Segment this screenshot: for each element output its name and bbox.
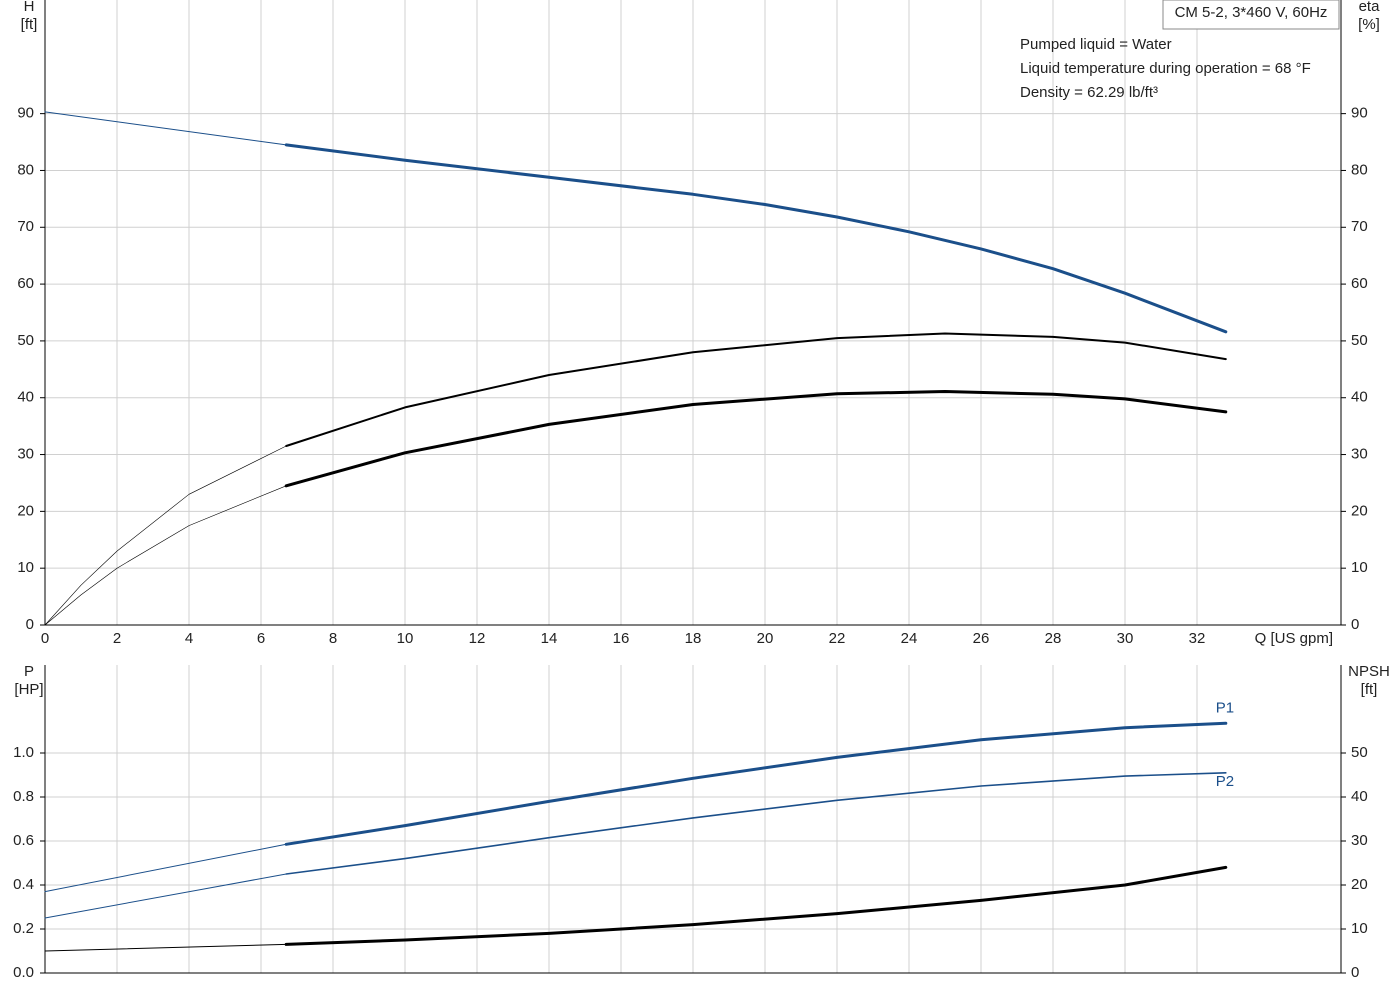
curve-label: P1	[1216, 699, 1234, 716]
y2-tick-label: 10	[1351, 559, 1368, 576]
y2-tick-label: 60	[1351, 275, 1368, 292]
y2-axis-label: [%]	[1358, 16, 1380, 33]
y-axis-label: H	[24, 0, 35, 15]
curve	[285, 772, 1227, 875]
y-tick-label: 10	[17, 559, 34, 576]
plot: 0.0 0.2 0.4 0.6 0.8 1.0 0 10 20 30 40 50 P[HP] NPSH[f…	[13, 663, 1390, 981]
x-tick-label: 28	[1045, 630, 1062, 647]
x-tick-label: 32	[1189, 630, 1206, 647]
x-tick-label: 18	[685, 630, 702, 647]
y2-tick-label: 0	[1351, 616, 1359, 633]
curve	[44, 445, 287, 626]
annotation: Pumped liquid = Water	[1020, 36, 1172, 53]
y2-tick-label: 50	[1351, 332, 1368, 349]
y-tick-label: 50	[17, 332, 34, 349]
y-tick-label: 40	[17, 389, 34, 406]
x-tick-label: 20	[757, 630, 774, 647]
y-tick-label: 70	[17, 218, 34, 235]
y-tick-label: 0.4	[13, 876, 34, 893]
y2-tick-label: 0	[1351, 964, 1359, 981]
curve	[284, 390, 1228, 488]
y-tick-label: 0.6	[13, 832, 34, 849]
x-tick-label: 4	[185, 630, 193, 647]
y2-tick-label: 90	[1351, 105, 1368, 122]
y-axis-label: P	[24, 663, 34, 680]
x-tick-label: 0	[41, 630, 49, 647]
x-tick-label: 22	[829, 630, 846, 647]
curve	[44, 111, 287, 146]
curve	[44, 485, 287, 626]
annotation: Liquid temperature during operation = 68…	[1020, 60, 1311, 77]
y2-tick-label: 50	[1351, 744, 1368, 761]
legend-box	[1162, 0, 1340, 30]
curve	[284, 865, 1228, 946]
x-axis-label: Q [US gpm]	[1255, 630, 1333, 647]
y2-axis-label: [ft]	[1361, 681, 1378, 698]
y2-axis-label: NPSH	[1348, 663, 1390, 680]
y-axis-label: [ft]	[21, 16, 38, 33]
y2-tick-label: 30	[1351, 446, 1368, 463]
x-tick-label: 24	[901, 630, 918, 647]
y2-axis-label: eta	[1359, 0, 1381, 15]
annotation: Density = 62.29 lb/ft³	[1020, 84, 1158, 101]
curve	[44, 873, 287, 919]
x-tick-label: 12	[469, 630, 486, 647]
y2-tick-label: 40	[1351, 389, 1368, 406]
y-tick-label: 90	[17, 105, 34, 122]
y-tick-label: 30	[17, 446, 34, 463]
curve	[284, 143, 1228, 334]
legend-text: CM 5-2, 3*460 V, 60Hz	[1175, 4, 1328, 21]
curve-label: P2	[1216, 773, 1234, 790]
y-tick-label: 1.0	[13, 744, 34, 761]
curve	[44, 843, 287, 893]
x-tick-label: 30	[1117, 630, 1134, 647]
y-tick-label: 0.2	[13, 920, 34, 937]
curve	[284, 721, 1228, 846]
x-tick-label: 6	[257, 630, 265, 647]
curve	[44, 943, 287, 952]
x-tick-label: 26	[973, 630, 990, 647]
x-tick-label: 10	[397, 630, 414, 647]
y-tick-label: 0	[26, 616, 34, 633]
x-tick-label: 8	[329, 630, 337, 647]
y2-tick-label: 20	[1351, 876, 1368, 893]
x-tick-label: 16	[613, 630, 630, 647]
y-tick-label: 60	[17, 275, 34, 292]
y-axis-label: [HP]	[14, 681, 43, 698]
y-tick-label: 20	[17, 502, 34, 519]
y2-tick-label: 40	[1351, 788, 1368, 805]
plot: 0 2 4 6 8 10 12 14 16 18 20 22 24 26 28 30 32 Q [US gpm]0…	[17, 0, 1380, 647]
y2-tick-label: 10	[1351, 920, 1368, 937]
y2-tick-label: 20	[1351, 502, 1368, 519]
y-tick-label: 0.8	[13, 788, 34, 805]
x-tick-label: 2	[113, 630, 121, 647]
y2-tick-label: 30	[1351, 832, 1368, 849]
y2-tick-label: 70	[1351, 218, 1368, 235]
y-tick-label: 0.0	[13, 964, 34, 981]
y-tick-label: 80	[17, 161, 34, 178]
curve	[285, 332, 1227, 447]
y2-tick-label: 80	[1351, 161, 1368, 178]
x-tick-label: 14	[541, 630, 558, 647]
